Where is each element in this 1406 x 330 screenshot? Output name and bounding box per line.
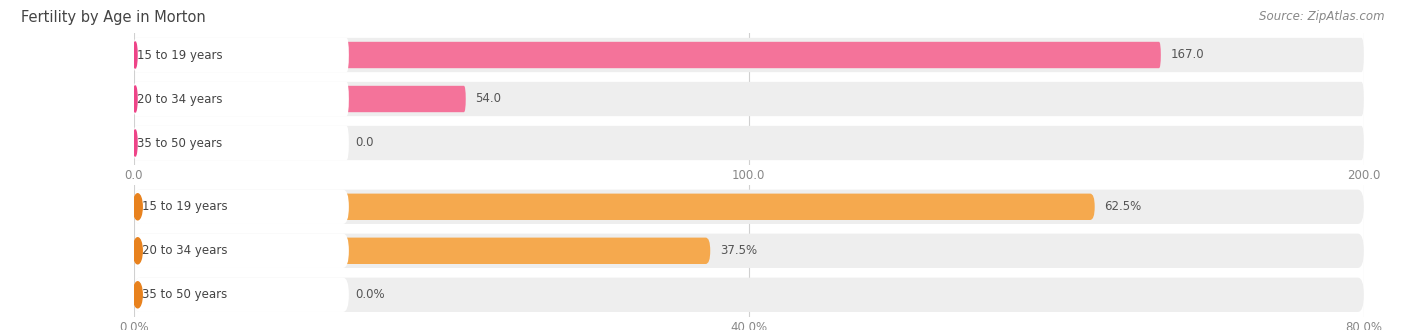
FancyBboxPatch shape bbox=[134, 82, 1364, 116]
FancyBboxPatch shape bbox=[134, 126, 1364, 160]
Text: Fertility by Age in Morton: Fertility by Age in Morton bbox=[21, 10, 205, 25]
FancyBboxPatch shape bbox=[134, 238, 710, 264]
FancyBboxPatch shape bbox=[134, 190, 1364, 224]
FancyBboxPatch shape bbox=[134, 82, 349, 116]
Text: 15 to 19 years: 15 to 19 years bbox=[142, 200, 228, 213]
Circle shape bbox=[134, 282, 142, 308]
FancyBboxPatch shape bbox=[134, 38, 349, 72]
FancyBboxPatch shape bbox=[134, 126, 349, 160]
Text: 62.5%: 62.5% bbox=[1105, 200, 1142, 213]
Circle shape bbox=[134, 86, 136, 112]
Text: 20 to 34 years: 20 to 34 years bbox=[142, 244, 228, 257]
Circle shape bbox=[134, 130, 136, 156]
Text: 54.0: 54.0 bbox=[475, 92, 502, 106]
FancyBboxPatch shape bbox=[134, 194, 1095, 220]
Circle shape bbox=[134, 238, 142, 264]
FancyBboxPatch shape bbox=[134, 278, 349, 312]
Text: 15 to 19 years: 15 to 19 years bbox=[136, 49, 222, 61]
FancyBboxPatch shape bbox=[134, 234, 1364, 268]
Text: 35 to 50 years: 35 to 50 years bbox=[136, 137, 222, 149]
FancyBboxPatch shape bbox=[134, 190, 349, 224]
Circle shape bbox=[134, 42, 136, 68]
Circle shape bbox=[134, 194, 142, 220]
Text: 167.0: 167.0 bbox=[1171, 49, 1205, 61]
Text: 37.5%: 37.5% bbox=[720, 244, 758, 257]
FancyBboxPatch shape bbox=[134, 234, 349, 268]
Text: Source: ZipAtlas.com: Source: ZipAtlas.com bbox=[1260, 10, 1385, 23]
FancyBboxPatch shape bbox=[134, 86, 465, 112]
Text: 0.0: 0.0 bbox=[354, 137, 374, 149]
Text: 35 to 50 years: 35 to 50 years bbox=[142, 288, 228, 301]
FancyBboxPatch shape bbox=[134, 278, 1364, 312]
FancyBboxPatch shape bbox=[134, 38, 1364, 72]
Text: 20 to 34 years: 20 to 34 years bbox=[136, 92, 222, 106]
Text: 0.0%: 0.0% bbox=[354, 288, 385, 301]
FancyBboxPatch shape bbox=[134, 42, 1161, 68]
